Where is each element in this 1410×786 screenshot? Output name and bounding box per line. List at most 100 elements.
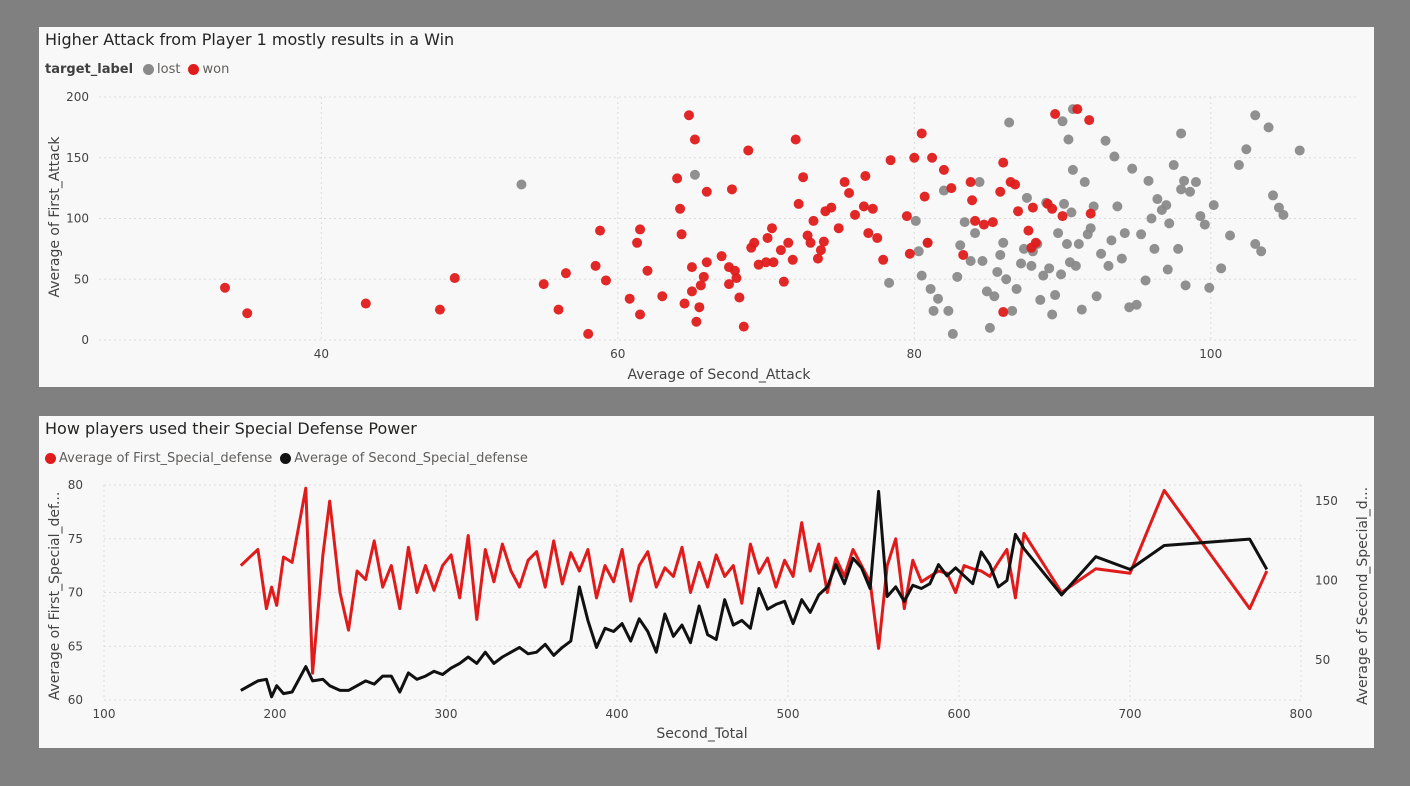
x-tick-label: 80 bbox=[907, 347, 922, 361]
y-tick-label: 75 bbox=[68, 532, 83, 546]
point-lost bbox=[1173, 243, 1184, 254]
point-won bbox=[624, 293, 635, 304]
point-won bbox=[967, 195, 978, 206]
point-lost bbox=[955, 240, 966, 251]
point-won bbox=[860, 170, 871, 181]
point-lost bbox=[1109, 151, 1120, 162]
point-won bbox=[1085, 208, 1096, 219]
x-tick-label: 500 bbox=[777, 707, 800, 721]
point-won bbox=[863, 228, 874, 239]
point-lost bbox=[1057, 116, 1068, 127]
point-lost bbox=[1180, 280, 1191, 291]
point-won bbox=[672, 173, 683, 184]
line-plot: 60 65 70 75 80 50 100 150 100 200 300 400 500 600 700 8… bbox=[47, 478, 1371, 742]
point-lost bbox=[1016, 258, 1027, 269]
point-won bbox=[998, 307, 1009, 318]
point-lost bbox=[998, 237, 1009, 248]
point-lost bbox=[689, 169, 700, 180]
point-won bbox=[1023, 225, 1034, 236]
point-lost bbox=[1162, 264, 1173, 275]
point-lost bbox=[1001, 274, 1012, 285]
point-won bbox=[1027, 202, 1038, 213]
point-lost bbox=[965, 256, 976, 267]
point-won bbox=[360, 298, 371, 309]
point-lost bbox=[943, 305, 954, 316]
x-tick-label: 200 bbox=[264, 707, 287, 721]
point-won bbox=[635, 224, 646, 235]
point-lost bbox=[1127, 163, 1138, 174]
point-won bbox=[1013, 206, 1024, 217]
legend-title: target_label bbox=[45, 62, 134, 77]
legend-dot bbox=[143, 64, 155, 75]
point-won bbox=[691, 316, 702, 327]
point-lost bbox=[1161, 200, 1172, 211]
point-won bbox=[1030, 237, 1041, 248]
point-won bbox=[768, 257, 779, 268]
point-lost bbox=[1149, 243, 1160, 254]
point-won bbox=[766, 223, 777, 234]
point-lost bbox=[1004, 117, 1015, 128]
x-axis-title: Second_Total bbox=[656, 726, 747, 742]
point-won bbox=[694, 302, 705, 313]
point-lost bbox=[516, 179, 527, 190]
point-lost bbox=[1273, 202, 1284, 213]
point-lost bbox=[1056, 269, 1067, 280]
point-won bbox=[749, 237, 760, 248]
first-special-defense-line bbox=[239, 486, 1269, 675]
point-lost bbox=[1106, 235, 1117, 246]
point-lost bbox=[1250, 239, 1261, 250]
point-won bbox=[826, 202, 837, 213]
legend-item-first[interactable]: Average of First_Special_defense bbox=[45, 451, 272, 466]
y-tick-label: 0 bbox=[81, 333, 89, 347]
point-lost bbox=[1195, 211, 1206, 222]
point-won bbox=[1010, 179, 1021, 190]
point-lost bbox=[1176, 184, 1187, 195]
point-lost bbox=[1079, 177, 1090, 188]
point-won bbox=[701, 257, 712, 268]
point-lost bbox=[947, 328, 958, 339]
point-won bbox=[738, 321, 749, 332]
x-tick-label: 400 bbox=[606, 707, 629, 721]
point-lost bbox=[1241, 144, 1252, 155]
point-lost bbox=[1140, 275, 1151, 286]
point-lost bbox=[1256, 246, 1267, 257]
point-lost bbox=[1063, 134, 1074, 145]
point-lost bbox=[1085, 223, 1096, 234]
point-won bbox=[683, 110, 694, 121]
point-lost bbox=[1021, 192, 1032, 203]
legend-item-won[interactable]: won bbox=[188, 62, 229, 77]
point-won bbox=[724, 279, 734, 290]
point-lost bbox=[1007, 305, 1018, 316]
y2-tick-label: 150 bbox=[1315, 494, 1338, 508]
point-won bbox=[642, 265, 653, 276]
chart-legend: target_label lost won bbox=[45, 62, 237, 77]
point-won bbox=[808, 215, 819, 226]
point-lost bbox=[916, 270, 927, 281]
point-lost bbox=[1268, 190, 1279, 201]
point-won bbox=[815, 245, 826, 256]
legend-dot bbox=[188, 64, 200, 75]
point-lost bbox=[1067, 164, 1078, 175]
point-won bbox=[553, 304, 564, 315]
point-lost bbox=[1112, 201, 1123, 212]
point-won bbox=[689, 134, 700, 145]
y-tick-label: 70 bbox=[68, 586, 83, 600]
legend-item-second[interactable]: Average of Second_Special_defense bbox=[280, 451, 528, 466]
point-lost bbox=[1091, 291, 1102, 302]
point-won bbox=[775, 245, 786, 256]
point-won bbox=[958, 249, 969, 260]
point-won bbox=[761, 257, 772, 268]
legend-item-lost[interactable]: lost bbox=[143, 62, 180, 77]
point-lost bbox=[1044, 263, 1055, 274]
scatter-panel: Higher Attack from Player 1 mostly resul… bbox=[39, 27, 1374, 387]
point-lost bbox=[1070, 260, 1081, 271]
point-won bbox=[904, 248, 915, 259]
point-won bbox=[632, 237, 643, 248]
point-lost bbox=[1059, 198, 1070, 209]
y-tick-label: 200 bbox=[66, 90, 89, 104]
point-won bbox=[938, 164, 949, 175]
point-won bbox=[701, 186, 712, 197]
point-won bbox=[538, 279, 549, 290]
point-lost bbox=[933, 293, 944, 304]
x-axis-title: Average of Second_Attack bbox=[627, 367, 811, 383]
